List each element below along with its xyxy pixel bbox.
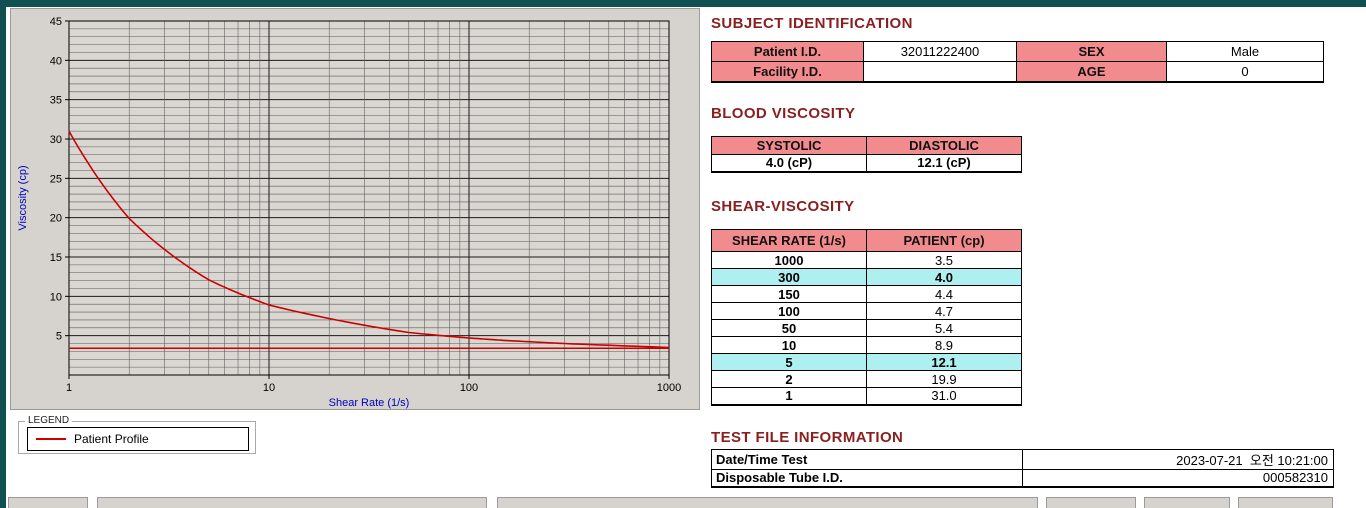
window-left-edge <box>0 0 6 508</box>
systolic-header: SYSTOLIC <box>711 136 867 155</box>
sex-label: SEX <box>1016 41 1167 62</box>
disposable-tube-id-label: Disposable Tube I.D. <box>711 469 1023 488</box>
patient-profile-line-sample <box>36 438 66 440</box>
svg-text:1000: 1000 <box>657 382 681 394</box>
table-row: Disposable Tube I.D. 000582310 <box>711 469 1334 488</box>
age-label: AGE <box>1016 61 1167 83</box>
patient-id-value: 32011222400 <box>863 41 1017 62</box>
table-row: 5 12.1 <box>711 353 1022 371</box>
date-time-test-value: 2023-07-21 오전 10:21:00 <box>1022 449 1334 470</box>
table-row: 100 4.7 <box>711 302 1022 320</box>
patient-value-cell: 4.7 <box>866 302 1022 320</box>
window-top-edge <box>0 0 1366 7</box>
bottom-button-fragment[interactable] <box>1144 497 1230 508</box>
subject-identification-table: Patient I.D. 32011222400 SEX Male Facili… <box>711 41 1324 83</box>
bottom-button-fragment[interactable] <box>97 497 487 508</box>
patient-cp-header: PATIENT (cp) <box>866 229 1022 252</box>
test-file-information-title: TEST FILE INFORMATION <box>711 429 904 446</box>
sex-value: Male <box>1166 41 1324 62</box>
shear-viscosity-table: SHEAR RATE (1/s) PATIENT (cp) 1000 3.5 3… <box>711 229 1022 406</box>
patient-value-cell: 4.0 <box>866 268 1022 286</box>
test-file-information-table: Date/Time Test 2023-07-21 오전 10:21:00 Di… <box>711 449 1334 488</box>
bottom-button-fragment[interactable] <box>1238 497 1333 508</box>
svg-text:45: 45 <box>50 16 62 28</box>
svg-text:Shear Rate (1/s): Shear Rate (1/s) <box>329 397 410 409</box>
report-panel: SUBJECT IDENTIFICATION Patient I.D. 3201… <box>711 0 1341 508</box>
shear-rate-header: SHEAR RATE (1/s) <box>711 229 867 252</box>
svg-text:40: 40 <box>50 55 62 67</box>
bottom-button-fragment[interactable] <box>1046 497 1136 508</box>
systolic-value: 4.0 (cP) <box>711 154 867 173</box>
blood-viscosity-title: BLOOD VISCOSITY <box>711 105 856 122</box>
blood-viscosity-table: SYSTOLIC DIASTOLIC 4.0 (cP) 12.1 (cP) <box>711 136 1022 173</box>
legend-label: Patient Profile <box>74 432 149 446</box>
svg-text:5: 5 <box>56 331 62 343</box>
shear-rate-cell: 2 <box>711 370 867 388</box>
facility-id-value <box>863 61 1017 83</box>
patient-value-cell: 19.9 <box>866 370 1022 388</box>
age-value: 0 <box>1166 61 1324 83</box>
shear-rate-cell: 150 <box>711 285 867 303</box>
legend-title: LEGEND <box>25 415 73 426</box>
shear-rate-cell: 1000 <box>711 251 867 269</box>
table-row: SHEAR RATE (1/s) PATIENT (cp) <box>711 229 1022 252</box>
shear-rate-cell: 10 <box>711 336 867 354</box>
table-row: 10 8.9 <box>711 336 1022 354</box>
svg-text:15: 15 <box>50 252 62 264</box>
shear-rate-cell: 300 <box>711 268 867 286</box>
diastolic-value: 12.1 (cP) <box>866 154 1022 173</box>
table-row: 50 5.4 <box>711 319 1022 337</box>
svg-text:Viscosity (cp): Viscosity (cp) <box>17 165 29 230</box>
shear-rate-cell: 5 <box>711 353 867 371</box>
bottom-button-fragment[interactable] <box>497 497 1038 508</box>
table-row: 1 31.0 <box>711 387 1022 406</box>
table-row: 150 4.4 <box>711 285 1022 303</box>
patient-value-cell: 4.4 <box>866 285 1022 303</box>
shear-viscosity-title: SHEAR-VISCOSITY <box>711 198 855 215</box>
shear-rate-cell: 100 <box>711 302 867 320</box>
patient-id-label: Patient I.D. <box>711 41 864 62</box>
disposable-tube-id-value: 000582310 <box>1022 469 1334 488</box>
viscosity-chart-panel: 1 10 100 1000 5 10 15 20 25 30 35 40 45 Shear Rate (1… <box>10 8 700 410</box>
patient-value-cell: 12.1 <box>866 353 1022 371</box>
patient-value-cell: 31.0 <box>866 387 1022 406</box>
shear-rate-cell: 50 <box>711 319 867 337</box>
table-row: 1000 3.5 <box>711 251 1022 269</box>
svg-text:35: 35 <box>50 95 62 107</box>
subject-identification-title: SUBJECT IDENTIFICATION <box>711 15 913 32</box>
svg-text:30: 30 <box>50 134 62 146</box>
table-row: Facility I.D. AGE 0 <box>711 61 1324 83</box>
legend-entry: Patient Profile <box>27 427 249 451</box>
patient-value-cell: 3.5 <box>866 251 1022 269</box>
table-row: Patient I.D. 32011222400 SEX Male <box>711 41 1324 62</box>
diastolic-header: DIASTOLIC <box>866 136 1022 155</box>
shear-rate-cell: 1 <box>711 387 867 406</box>
svg-text:100: 100 <box>460 382 478 394</box>
date-time-test-label: Date/Time Test <box>711 449 1023 470</box>
facility-id-label: Facility I.D. <box>711 61 864 83</box>
legend-box: LEGEND Patient Profile <box>18 415 256 454</box>
svg-text:20: 20 <box>50 213 62 225</box>
table-row: 300 4.0 <box>711 268 1022 286</box>
svg-text:10: 10 <box>263 382 275 394</box>
table-row: Date/Time Test 2023-07-21 오전 10:21:00 <box>711 449 1334 470</box>
table-row: 2 19.9 <box>711 370 1022 388</box>
svg-text:25: 25 <box>50 173 62 185</box>
patient-value-cell: 5.4 <box>866 319 1022 337</box>
table-row: 4.0 (cP) 12.1 (cP) <box>711 154 1022 173</box>
svg-text:10: 10 <box>50 291 62 303</box>
bottom-button-fragment[interactable] <box>8 497 88 508</box>
table-row: SYSTOLIC DIASTOLIC <box>711 136 1022 155</box>
svg-text:1: 1 <box>66 382 72 394</box>
patient-value-cell: 8.9 <box>866 336 1022 354</box>
viscosity-chart: 1 10 100 1000 5 10 15 20 25 30 35 40 45 Shear Rate (1… <box>11 9 699 409</box>
